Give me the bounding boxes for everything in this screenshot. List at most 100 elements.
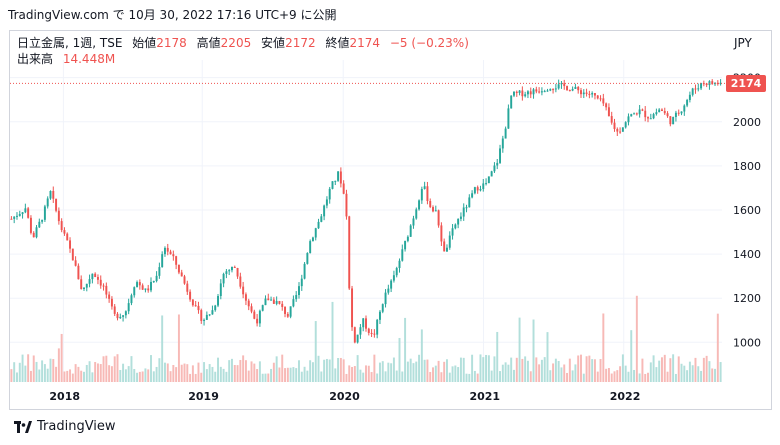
candle-body	[507, 108, 510, 129]
volume-bar	[337, 358, 340, 382]
currency-label: JPY	[734, 36, 752, 50]
candle-body	[13, 216, 16, 219]
volume-bar	[57, 348, 60, 382]
chart-frame[interactable]	[9, 30, 772, 410]
volume-bar	[423, 359, 426, 382]
footer-brand[interactable]: TradingView	[14, 419, 116, 434]
volume-bar	[641, 358, 644, 382]
volume-bar	[619, 366, 622, 382]
candle-body	[691, 88, 694, 95]
volume-bar	[180, 364, 183, 382]
candle-body	[256, 318, 259, 324]
candle-body	[471, 193, 474, 198]
volume-bar	[694, 357, 697, 382]
candle-body	[501, 138, 504, 149]
candle-body	[24, 208, 27, 213]
volume-bar	[702, 357, 705, 382]
candle-body	[325, 199, 328, 206]
candle-body	[264, 298, 267, 306]
volume-bar	[404, 317, 407, 382]
volume-bar	[141, 371, 144, 382]
volume-bar	[370, 372, 373, 382]
candle-body	[529, 91, 532, 95]
volume-bar	[649, 362, 652, 382]
candle-body	[365, 318, 367, 329]
candle-body	[521, 90, 524, 97]
volume-bar	[708, 361, 711, 382]
volume-bar	[420, 329, 423, 382]
volume-bar	[524, 356, 527, 382]
volume-bar	[96, 363, 99, 382]
volume-bar	[351, 366, 354, 382]
volume-bar	[490, 370, 493, 382]
candle-body	[457, 218, 460, 225]
candle-body	[46, 198, 49, 207]
volume-bar	[697, 366, 700, 382]
volume-bar	[325, 358, 328, 382]
volume-bar	[236, 365, 239, 382]
candle-body	[275, 301, 278, 304]
volume-bar	[191, 365, 194, 382]
candle-body	[172, 254, 175, 257]
volume-bar	[627, 371, 630, 382]
volume-bar	[476, 373, 479, 382]
volume-bar	[616, 370, 619, 382]
candle-body	[166, 247, 169, 252]
candle-body	[66, 233, 69, 241]
y-tick-label: 1400	[733, 248, 761, 261]
candle-body	[616, 128, 619, 132]
candle-body	[258, 310, 261, 324]
candle-body	[596, 95, 599, 99]
volume-bar	[63, 371, 66, 382]
volume-bar	[66, 370, 69, 382]
volume-bar	[688, 361, 691, 382]
candle-body	[585, 92, 588, 94]
volume-bar	[479, 354, 482, 382]
volume-bar	[270, 368, 273, 382]
volume-bar	[406, 361, 409, 382]
volume-bar	[507, 364, 510, 382]
candle-body	[342, 183, 345, 194]
candle-body	[163, 247, 166, 255]
candle-body	[27, 208, 30, 218]
candle-body	[479, 189, 482, 191]
candle-body	[658, 109, 661, 113]
volume-bar	[580, 354, 582, 382]
candle-body	[127, 303, 130, 312]
volume-bar	[633, 369, 636, 382]
candle-body	[499, 148, 502, 163]
candle-body	[32, 232, 35, 238]
candle-body	[716, 82, 719, 85]
candle-body	[613, 122, 616, 129]
candle-body	[398, 260, 401, 269]
volume-bar	[683, 365, 686, 382]
candle-body	[652, 114, 655, 119]
candle-body	[473, 187, 476, 194]
volume-bar	[172, 365, 175, 382]
volume-bar	[560, 367, 563, 382]
candle-body	[194, 305, 197, 307]
volume-bar	[303, 366, 306, 382]
candle-body	[445, 247, 448, 252]
candle-body	[674, 112, 677, 118]
candle-body	[41, 219, 44, 222]
candle-body	[83, 287, 85, 289]
candle-body	[261, 305, 264, 311]
candle-body	[694, 88, 697, 90]
volume-bar	[585, 356, 588, 382]
candle-body	[219, 283, 222, 297]
y-tick-label: 1000	[733, 336, 761, 349]
candle-body	[602, 98, 605, 104]
candle-body	[217, 296, 219, 306]
candle-body	[306, 253, 309, 264]
volume-bar	[434, 365, 437, 382]
candle-body	[317, 221, 320, 229]
candle-body	[177, 264, 180, 273]
candle-body	[242, 286, 245, 295]
candle-body	[660, 109, 663, 111]
candle-body	[705, 83, 708, 86]
candle-body	[150, 281, 152, 291]
candle-body	[348, 216, 351, 289]
candle-body	[490, 171, 493, 177]
